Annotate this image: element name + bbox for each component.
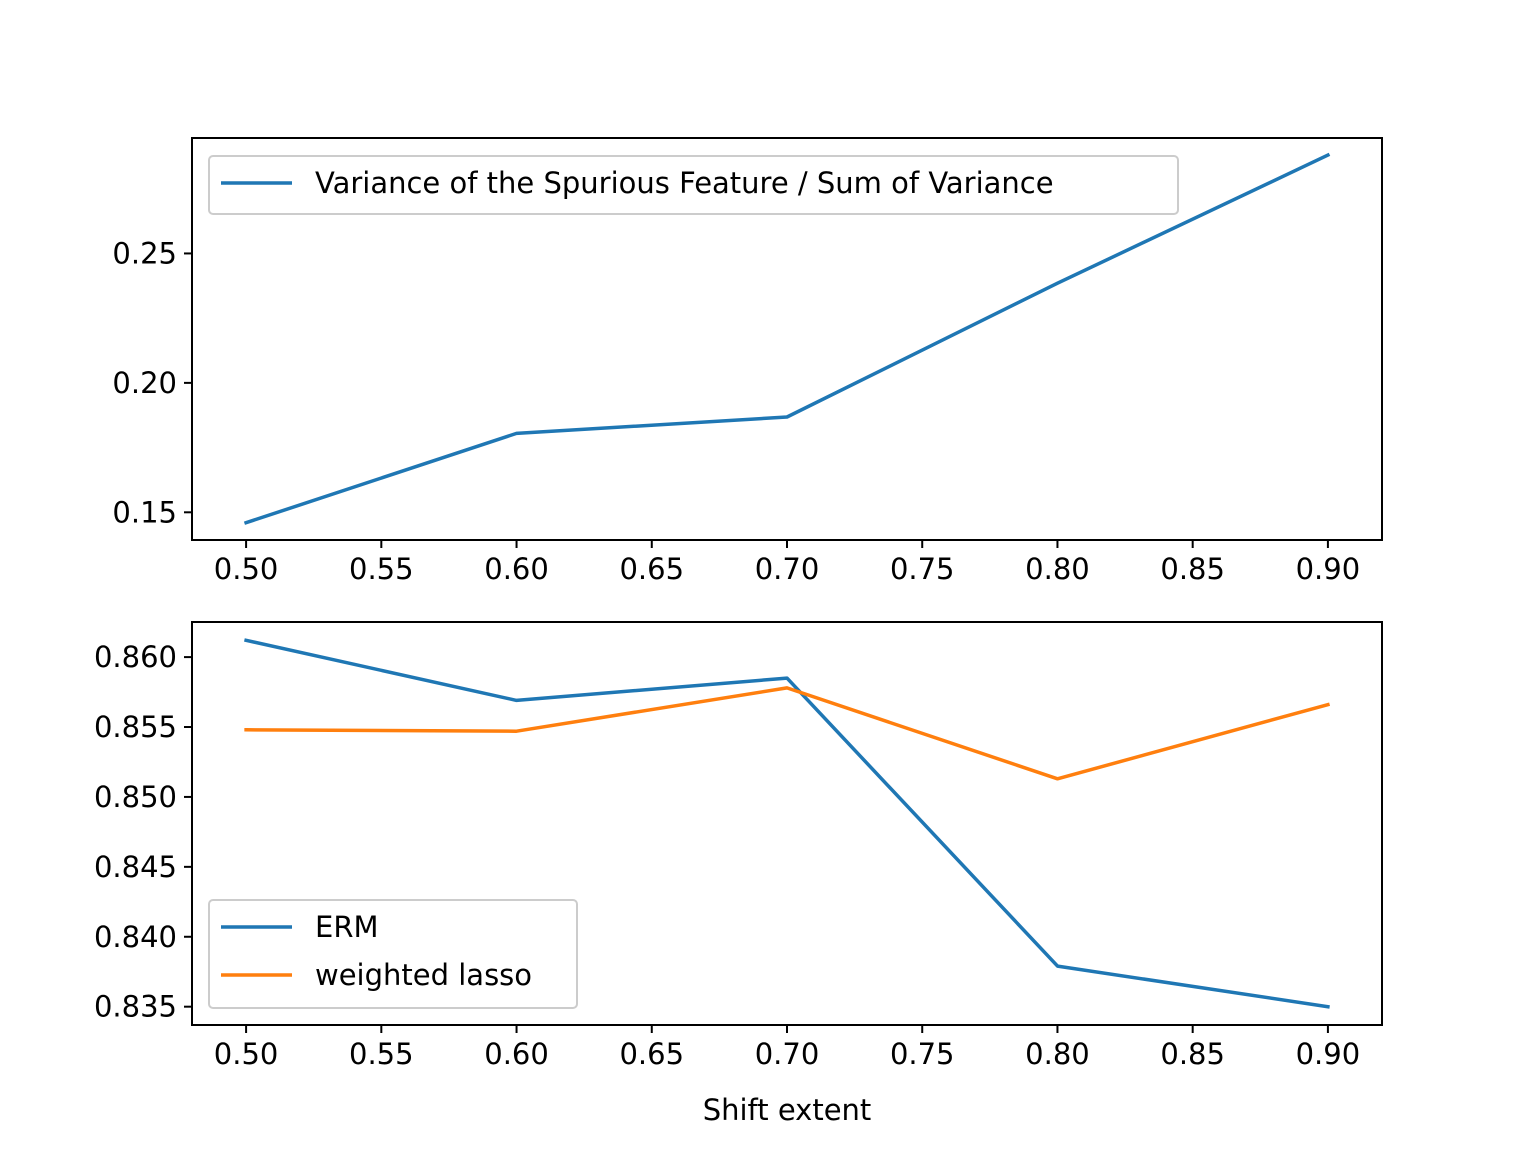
bottom-panel: 0.50 0.55 0.60 0.65 0.70 0.75 0.80 0.85 0.90 0.83… xyxy=(94,621,1383,1127)
bottom-x-tick-label: 0.50 xyxy=(214,1037,279,1071)
bottom-legend: ERM weighted lasso xyxy=(208,899,578,1009)
bottom-x-tick-label: 0.75 xyxy=(890,1037,955,1071)
bottom-x-tick-label: 0.90 xyxy=(1296,1037,1361,1071)
top-x-tick-label: 0.60 xyxy=(484,552,549,586)
top-x-tick-label: 0.85 xyxy=(1160,552,1225,586)
top-x-tick-label: 0.50 xyxy=(214,552,279,586)
bottom-x-tick-label: 0.80 xyxy=(1025,1037,1090,1071)
top-x-tick-label: 0.80 xyxy=(1025,552,1090,586)
top-x-tick-label: 0.70 xyxy=(755,552,820,586)
top-legend: Variance of the Spurious Feature / Sum o… xyxy=(208,155,1179,215)
bottom-x-tick-label: 0.70 xyxy=(755,1037,820,1071)
bottom-y-tick-label: 0.860 xyxy=(94,640,177,674)
bottom-x-tick-label: 0.55 xyxy=(349,1037,414,1071)
bottom-y-tick-label: 0.840 xyxy=(94,920,177,954)
bottom-series-line-1 xyxy=(244,686,1331,781)
top-y-tick-label: 0.20 xyxy=(112,366,177,400)
bottom-legend-label-1: weighted lasso xyxy=(315,958,532,992)
top-y-tick-label: 0.25 xyxy=(112,236,177,270)
top-legend-box xyxy=(208,155,1179,215)
bottom-legend-box xyxy=(208,899,578,1009)
bottom-x-tick-label: 0.60 xyxy=(484,1037,549,1071)
bottom-legend-label-0: ERM xyxy=(315,910,379,944)
bottom-x-tick-label: 0.85 xyxy=(1160,1037,1225,1071)
top-legend-label-0: Variance of the Spurious Feature / Sum o… xyxy=(315,166,1054,200)
top-x-tick-label: 0.55 xyxy=(349,552,414,586)
bottom-y-tick-label: 0.850 xyxy=(94,780,177,814)
top-x-tick-label: 0.75 xyxy=(890,552,955,586)
top-x-tick-label: 0.65 xyxy=(619,552,684,586)
bottom-y-tick-label: 0.845 xyxy=(94,850,177,884)
bottom-y-tick-label: 0.855 xyxy=(94,710,177,744)
top-y-tick-label: 0.15 xyxy=(112,495,177,529)
top-series-line-0 xyxy=(243,152,1331,525)
bottom-y-tick-label: 0.835 xyxy=(94,990,177,1024)
top-panel: 0.50 0.55 0.60 0.65 0.70 0.75 0.80 0.85 0.90 0.15… xyxy=(112,137,1383,586)
bottom-x-tick-label: 0.65 xyxy=(619,1037,684,1071)
bottom-series-line-0 xyxy=(244,638,1330,1009)
top-x-tick-label: 0.90 xyxy=(1296,552,1361,586)
bottom-x-axis-label: Shift extent xyxy=(703,1093,872,1127)
